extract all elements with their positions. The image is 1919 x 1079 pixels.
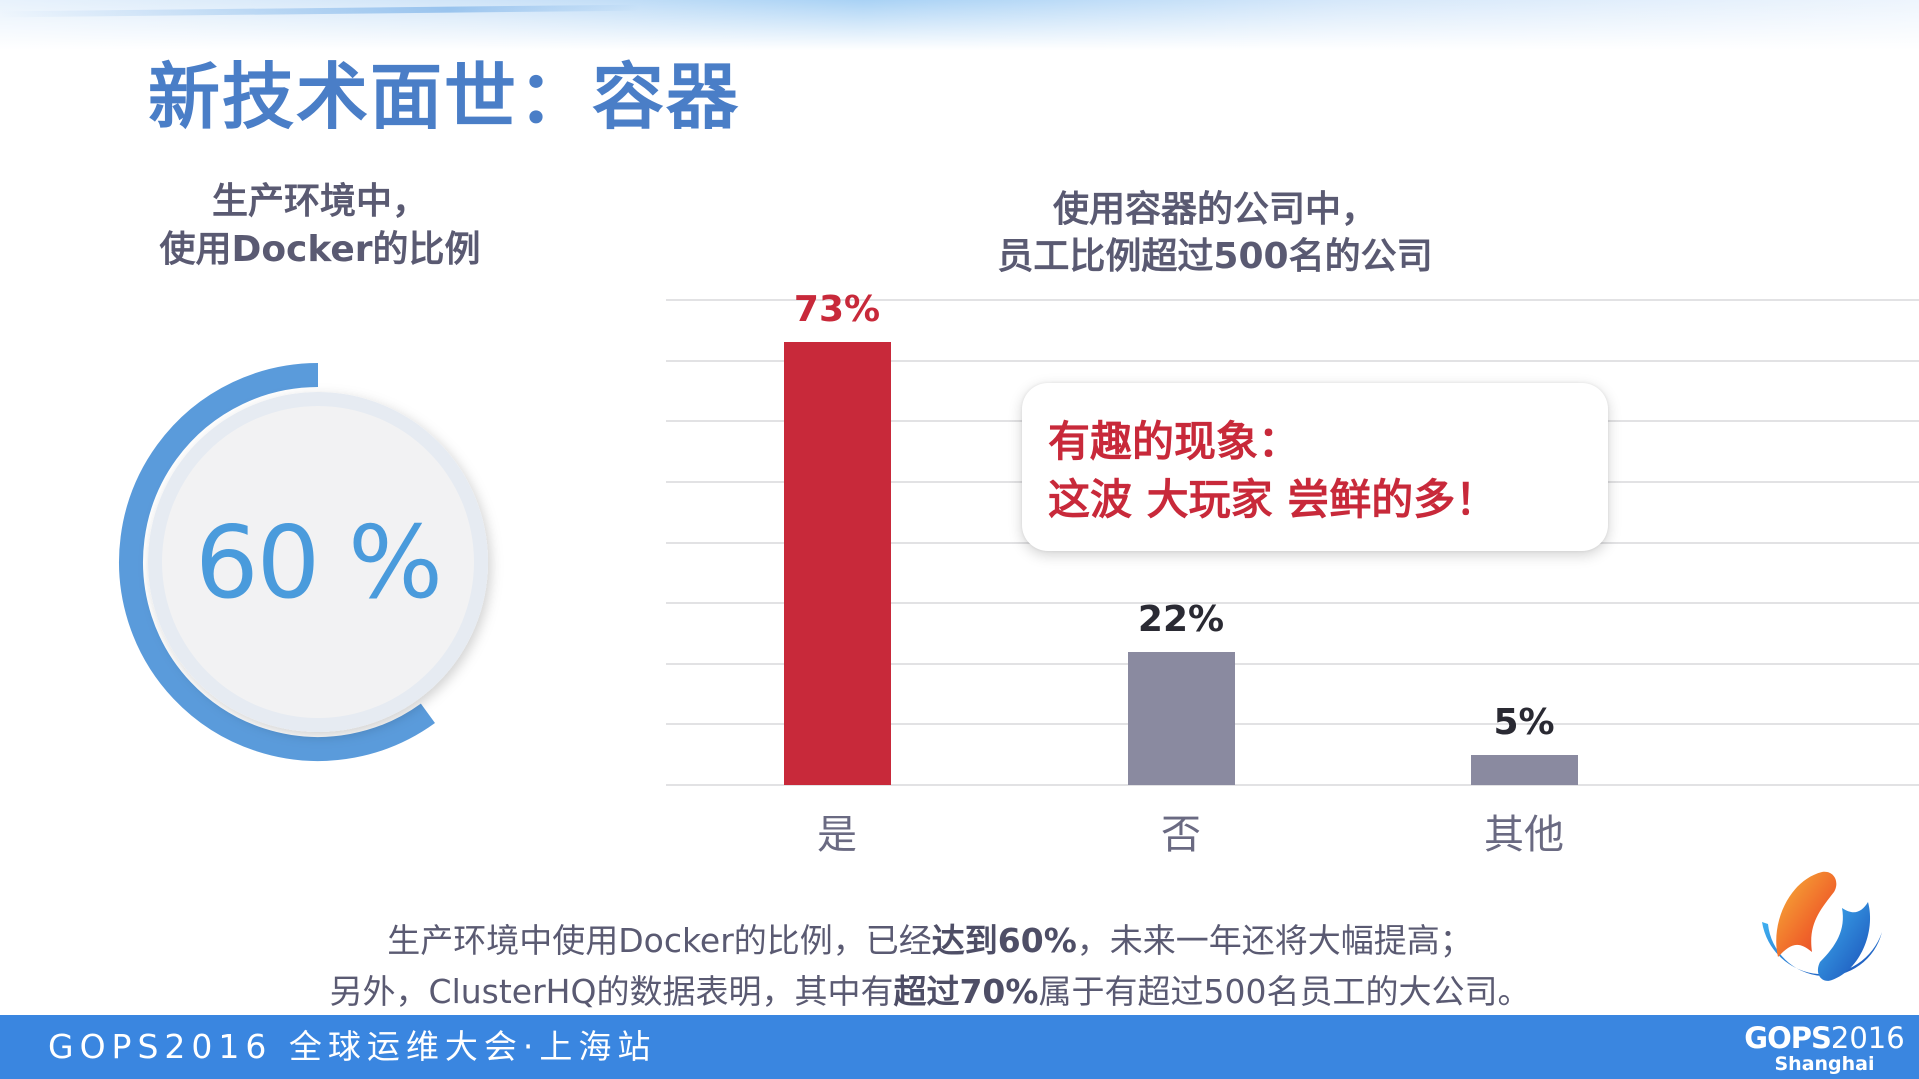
caption-line2-text: 另外，ClusterHQ的数据表明，其中有 bbox=[329, 972, 894, 1011]
top-banner bbox=[0, 0, 1919, 50]
gauge-value: 60 % bbox=[194, 503, 443, 621]
category-label: 是 bbox=[817, 812, 857, 858]
bar-2 bbox=[1128, 651, 1235, 785]
caption-line1-text-end: ，未来一年还将大幅提高； bbox=[1076, 921, 1473, 960]
callout-line2: 这波 大玩家 尝鲜的多！ bbox=[1048, 475, 1498, 524]
footer-brand-main: GOPS2016 bbox=[1742, 1023, 1907, 1053]
caption-line2: 另外，ClusterHQ的数据表明，其中有超过70%属于有超过500名员工的大公… bbox=[240, 966, 1620, 1017]
gauge-ring-icon bbox=[119, 363, 488, 761]
left-panel-heading: 生产环境中， 使用Docker的比例 bbox=[120, 178, 520, 274]
gridline bbox=[666, 359, 1919, 362]
gops-logo-icon bbox=[1750, 862, 1892, 1004]
callout-line1: 有趣的现象： bbox=[1048, 417, 1301, 466]
footer-brand-city: Shanghai bbox=[1774, 1053, 1875, 1075]
bar-3 bbox=[1471, 754, 1578, 785]
gridline bbox=[666, 299, 1919, 301]
caption-line2-highlight: 超过70% bbox=[893, 972, 1039, 1011]
category-label: 其他 bbox=[1484, 812, 1564, 858]
left-heading-line2: 使用Docker的比例 bbox=[159, 229, 481, 270]
category-label: 否 bbox=[1161, 812, 1201, 858]
chart-title: 使用容器的公司中， 员工比例超过500名的公司 bbox=[900, 186, 1530, 280]
gridline bbox=[666, 662, 1919, 665]
footer-event-text: GOPS2016 全球运维大会·上海站 bbox=[48, 1027, 657, 1066]
footer-brand-year: 2016 bbox=[1830, 1021, 1905, 1055]
chart-title-line2: 员工比例超过500名的公司 bbox=[997, 236, 1433, 277]
footer-bar: GOPS2016 全球运维大会·上海站 GOPS2016 Shanghai bbox=[0, 1015, 1919, 1079]
bar-value-label: 22% bbox=[1137, 598, 1225, 640]
docker-usage-gauge: 60 % bbox=[118, 362, 518, 762]
bar-chart-plot bbox=[666, 299, 1919, 786]
bar-1 bbox=[784, 342, 891, 785]
caption-line1: 生产环境中使用Docker的比例，已经达到60%，未来一年还将大幅提高； bbox=[240, 915, 1620, 966]
chart-title-line1: 使用容器的公司中， bbox=[1052, 189, 1377, 230]
footer-brand: GOPS2016 Shanghai bbox=[1742, 1023, 1907, 1075]
slide-title: 新技术面世：容器 bbox=[148, 55, 741, 139]
footer-brand-name: GOPS bbox=[1744, 1021, 1832, 1055]
caption-line2-text-end: 属于有超过500名员工的大公司。 bbox=[1038, 972, 1531, 1011]
gridline bbox=[666, 723, 1919, 726]
caption-line1-highlight: 达到60% bbox=[931, 921, 1077, 960]
callout-box: 有趣的现象： 这波 大玩家 尝鲜的多！ bbox=[1022, 383, 1608, 551]
summary-caption: 生产环境中使用Docker的比例，已经达到60%，未来一年还将大幅提高； 另外，… bbox=[240, 915, 1620, 1017]
gridline bbox=[666, 784, 1919, 786]
bar-value-label: 5% bbox=[1493, 701, 1555, 743]
bar-value-label: 73% bbox=[793, 289, 881, 331]
left-heading-line1: 生产环境中， bbox=[211, 181, 428, 222]
gridline bbox=[666, 602, 1919, 605]
caption-line1-text: 生产环境中使用Docker的比例，已经 bbox=[387, 921, 932, 960]
banner-streak bbox=[0, 4, 641, 18]
